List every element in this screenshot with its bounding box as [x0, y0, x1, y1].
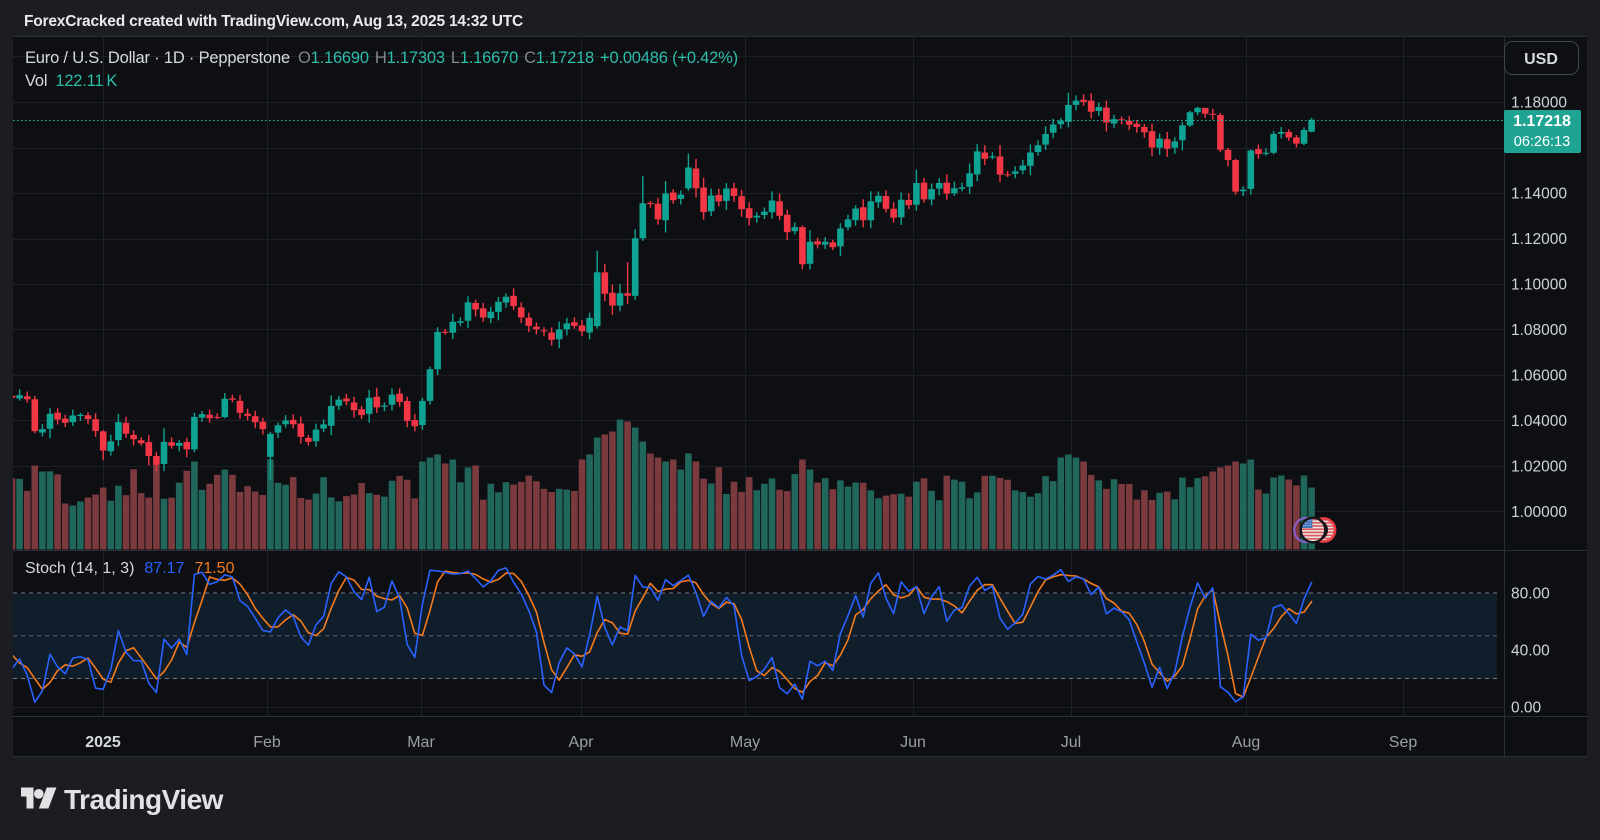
svg-text:Jul: Jul — [1061, 734, 1081, 751]
svg-text:1.02000: 1.02000 — [1511, 459, 1567, 476]
svg-text:1.06000: 1.06000 — [1511, 368, 1567, 385]
svg-text:0.00: 0.00 — [1511, 700, 1542, 717]
svg-text:1.12000: 1.12000 — [1511, 231, 1567, 248]
svg-text:1.18000: 1.18000 — [1511, 95, 1567, 112]
svg-text:Feb: Feb — [253, 734, 281, 751]
svg-text:40.00: 40.00 — [1511, 643, 1550, 660]
svg-text:1.17218: 1.17218 — [1513, 113, 1571, 130]
svg-text:1.00000: 1.00000 — [1511, 504, 1567, 521]
svg-text:USD: USD — [1524, 51, 1558, 68]
svg-text:May: May — [730, 734, 760, 751]
svg-text:Sep: Sep — [1389, 734, 1418, 751]
svg-text:1.14000: 1.14000 — [1511, 186, 1567, 203]
svg-text:80.00: 80.00 — [1511, 586, 1550, 603]
svg-text:Euro / U.S. Dollar · 1D · Pepp: Euro / U.S. Dollar · 1D · Pepperstone O1.… — [25, 49, 738, 67]
svg-text:1.10000: 1.10000 — [1511, 277, 1567, 294]
svg-text:ForexCracked created with Trad: ForexCracked created with TradingView.co… — [24, 13, 523, 30]
svg-text:Mar: Mar — [407, 734, 435, 751]
svg-text:2025: 2025 — [85, 734, 121, 751]
svg-text:06:26:13: 06:26:13 — [1514, 134, 1570, 150]
svg-text:1.04000: 1.04000 — [1511, 413, 1567, 430]
svg-text:Jun: Jun — [900, 734, 926, 751]
svg-text:1.08000: 1.08000 — [1511, 322, 1567, 339]
svg-text:TradingView: TradingView — [64, 784, 224, 815]
svg-text:Aug: Aug — [1232, 734, 1260, 751]
svg-text:Apr: Apr — [569, 734, 595, 751]
